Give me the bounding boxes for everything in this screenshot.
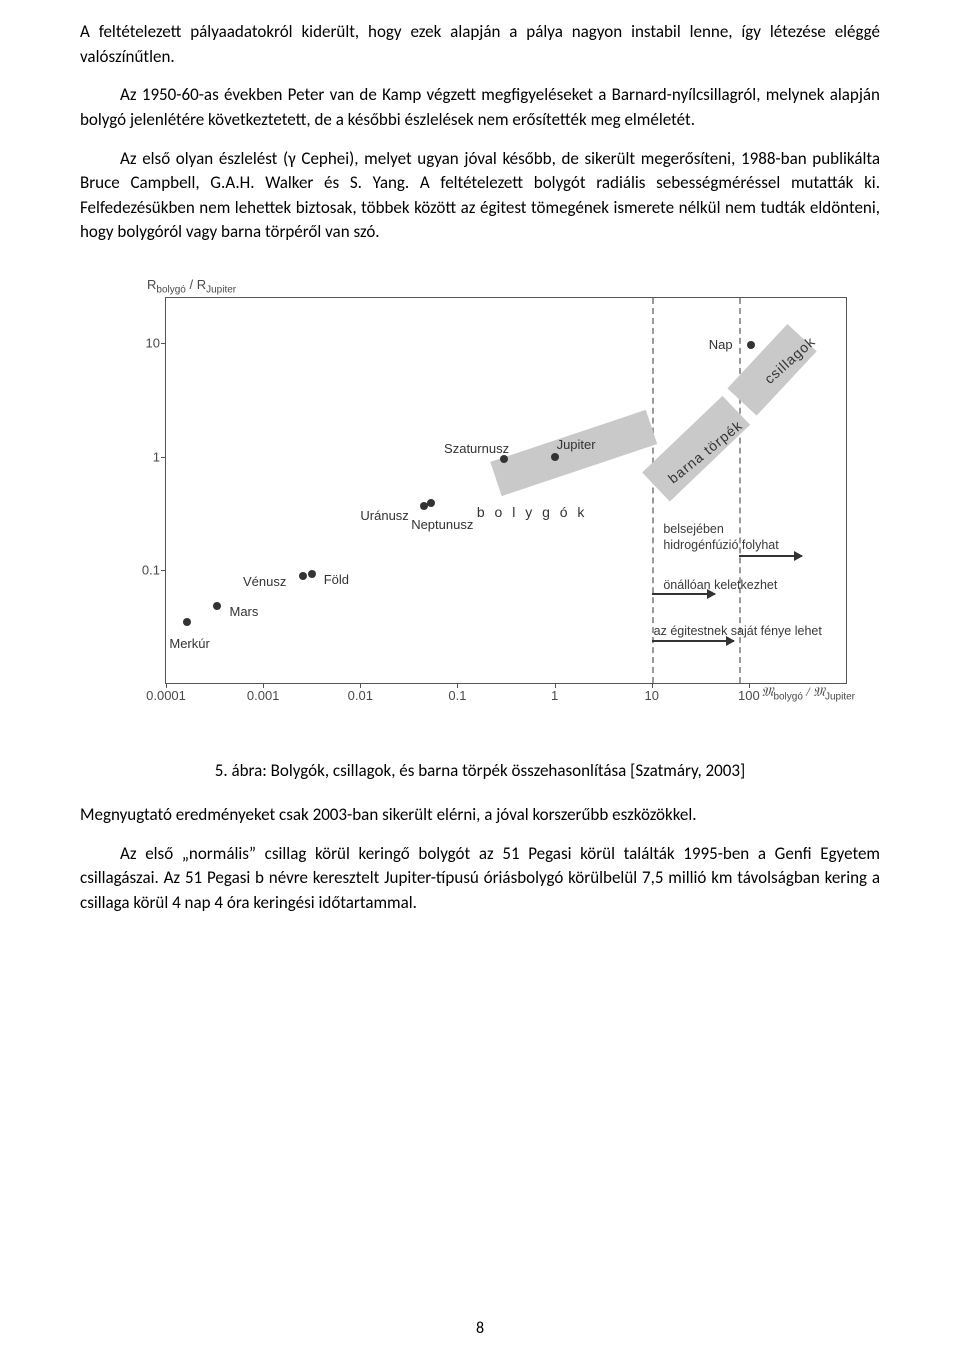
data-point (500, 455, 508, 463)
annotation-text: belsejébenhidrogénfúzió folyhat (663, 522, 778, 553)
data-point-label: Neptunusz (411, 517, 473, 532)
data-point-label: Nap (709, 337, 733, 352)
data-point-label: Vénusz (243, 574, 286, 589)
y-tick-label: 0.1 (142, 562, 166, 577)
x-tick-label: 100 (738, 683, 760, 703)
arrow-icon (739, 555, 802, 557)
paragraph-4: Megnyugtató eredményeket csak 2003-ban s… (80, 803, 880, 828)
y-axis-title: Rbolygó / RJupiter (147, 277, 236, 296)
y-tick-label: 10 (146, 336, 166, 351)
x-tick-label: 0.001 (247, 683, 280, 703)
data-point-label: Föld (324, 572, 349, 587)
data-point-label: Uránusz (360, 508, 408, 523)
data-point-label: Merkúr (169, 636, 209, 651)
data-point (308, 570, 316, 578)
region-label: b o l y g ó k (477, 504, 588, 520)
data-point-label: Mars (229, 604, 258, 619)
x-tick-label: 10 (644, 683, 658, 703)
paragraph-5: Az első „normális” csillag körül keringő… (80, 842, 880, 916)
page: A feltételezett pályaadatokról kiderült,… (0, 0, 960, 1360)
annotation-text: önállóan keletkezhet (663, 578, 777, 594)
data-point (213, 602, 221, 610)
page-number: 8 (0, 1319, 960, 1338)
x-tick-label: 0.1 (448, 683, 466, 703)
paragraph-2: Az 1950-60-as években Peter van de Kamp … (80, 83, 880, 132)
figure-5-caption: 5. ábra: Bolygók, csillagok, és barna tö… (80, 760, 880, 781)
y-tick-label: 1 (153, 449, 166, 464)
paragraph-1: A feltételezett pályaadatokról kiderült,… (80, 20, 880, 69)
arrow-icon (652, 593, 715, 595)
plot-area: 0.11100.00010.0010.010.1110100MerkúrMars… (165, 297, 847, 684)
category-band (491, 410, 658, 496)
data-point-label: Szaturnusz (444, 441, 509, 456)
data-point (299, 572, 307, 580)
x-tick-label: 0.0001 (146, 683, 186, 703)
figure-container: Rbolygó / RJupiter 0.1 1 10 0.0001 0.001 0.01… (80, 267, 880, 732)
data-point (747, 341, 755, 349)
annotation-text: az égitestnek saját fénye lehet (654, 624, 822, 640)
data-point (551, 453, 559, 461)
paragraph-3: Az első olyan észlelést (γ Cephei), mely… (80, 147, 880, 246)
x-tick-label: 1 (551, 683, 558, 703)
x-tick-label: 0.01 (348, 683, 373, 703)
data-point (183, 618, 191, 626)
x-axis-title: 𝔐bolygó / 𝔐Jupiter (761, 684, 855, 703)
arrow-icon (652, 640, 735, 642)
figure-5: Rbolygó / RJupiter 0.1 1 10 0.0001 0.001 0.01… (95, 267, 865, 727)
data-point-label: Jupiter (557, 437, 596, 452)
data-point (427, 499, 435, 507)
